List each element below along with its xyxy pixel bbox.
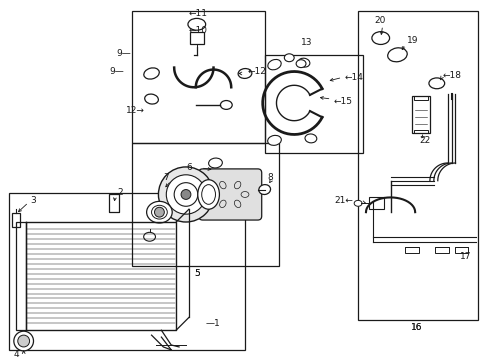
Text: ←10: ←10 bbox=[188, 26, 207, 35]
Ellipse shape bbox=[219, 181, 225, 189]
Text: 9—: 9— bbox=[109, 67, 124, 76]
Ellipse shape bbox=[208, 158, 222, 168]
Text: 16: 16 bbox=[410, 323, 422, 332]
Circle shape bbox=[181, 190, 190, 199]
Ellipse shape bbox=[353, 201, 361, 206]
Text: 6: 6 bbox=[185, 163, 191, 172]
Bar bbox=[12, 213, 20, 227]
Ellipse shape bbox=[371, 32, 389, 45]
Text: ←15: ←15 bbox=[333, 96, 352, 105]
Ellipse shape bbox=[267, 135, 281, 145]
Ellipse shape bbox=[428, 78, 444, 89]
Ellipse shape bbox=[305, 134, 316, 143]
Ellipse shape bbox=[187, 18, 205, 30]
Bar bbox=[132, 143, 279, 266]
Circle shape bbox=[14, 331, 34, 351]
Text: 21←: 21← bbox=[334, 196, 352, 205]
Ellipse shape bbox=[241, 192, 248, 197]
Bar bbox=[357, 10, 477, 320]
Text: ←18: ←18 bbox=[442, 71, 461, 80]
Ellipse shape bbox=[144, 94, 158, 104]
Bar bbox=[9, 193, 244, 350]
Ellipse shape bbox=[234, 200, 241, 208]
Text: 17: 17 bbox=[459, 252, 470, 261]
Text: 3: 3 bbox=[30, 196, 36, 205]
Ellipse shape bbox=[387, 48, 407, 62]
Bar bbox=[453, 247, 468, 253]
Ellipse shape bbox=[151, 205, 167, 219]
Text: 19: 19 bbox=[407, 36, 418, 45]
Bar bbox=[109, 194, 119, 212]
Ellipse shape bbox=[219, 200, 225, 208]
Circle shape bbox=[18, 335, 29, 347]
Text: 5: 5 bbox=[194, 269, 199, 278]
Text: 5: 5 bbox=[194, 269, 199, 278]
Ellipse shape bbox=[143, 232, 155, 241]
Ellipse shape bbox=[258, 185, 270, 194]
Text: 7: 7 bbox=[163, 173, 169, 182]
Bar bbox=[411, 96, 429, 134]
Text: 2: 2 bbox=[117, 188, 122, 197]
Text: 13: 13 bbox=[301, 37, 312, 46]
Bar bbox=[413, 96, 427, 100]
Circle shape bbox=[154, 207, 164, 217]
Text: 12→: 12→ bbox=[125, 106, 144, 115]
Ellipse shape bbox=[197, 180, 219, 209]
Bar bbox=[368, 197, 383, 209]
FancyBboxPatch shape bbox=[198, 169, 261, 220]
Text: ←12: ←12 bbox=[247, 67, 266, 76]
Text: —1: —1 bbox=[205, 319, 220, 328]
Text: ←11: ←11 bbox=[188, 9, 207, 18]
Bar bbox=[434, 247, 447, 253]
Text: 20: 20 bbox=[373, 16, 385, 25]
Bar bbox=[189, 32, 203, 44]
Bar bbox=[264, 55, 362, 153]
Text: 4: 4 bbox=[14, 350, 20, 359]
Ellipse shape bbox=[146, 201, 172, 223]
Bar bbox=[16, 222, 25, 330]
Ellipse shape bbox=[284, 54, 294, 62]
Ellipse shape bbox=[296, 60, 305, 68]
Ellipse shape bbox=[298, 58, 309, 67]
Circle shape bbox=[166, 175, 205, 214]
Bar bbox=[132, 10, 264, 143]
Bar bbox=[413, 130, 427, 134]
Ellipse shape bbox=[238, 68, 251, 78]
Circle shape bbox=[174, 183, 197, 206]
Ellipse shape bbox=[143, 68, 159, 79]
Text: 16: 16 bbox=[410, 323, 422, 332]
Ellipse shape bbox=[220, 100, 232, 109]
Text: 22: 22 bbox=[419, 136, 430, 145]
Ellipse shape bbox=[211, 192, 219, 197]
Text: 9—: 9— bbox=[116, 49, 131, 58]
Text: ←14: ←14 bbox=[344, 73, 363, 82]
Bar bbox=[405, 247, 418, 253]
Circle shape bbox=[158, 167, 213, 222]
Text: 8: 8 bbox=[267, 173, 273, 182]
Ellipse shape bbox=[267, 59, 281, 70]
Ellipse shape bbox=[201, 185, 215, 204]
Ellipse shape bbox=[234, 181, 241, 189]
